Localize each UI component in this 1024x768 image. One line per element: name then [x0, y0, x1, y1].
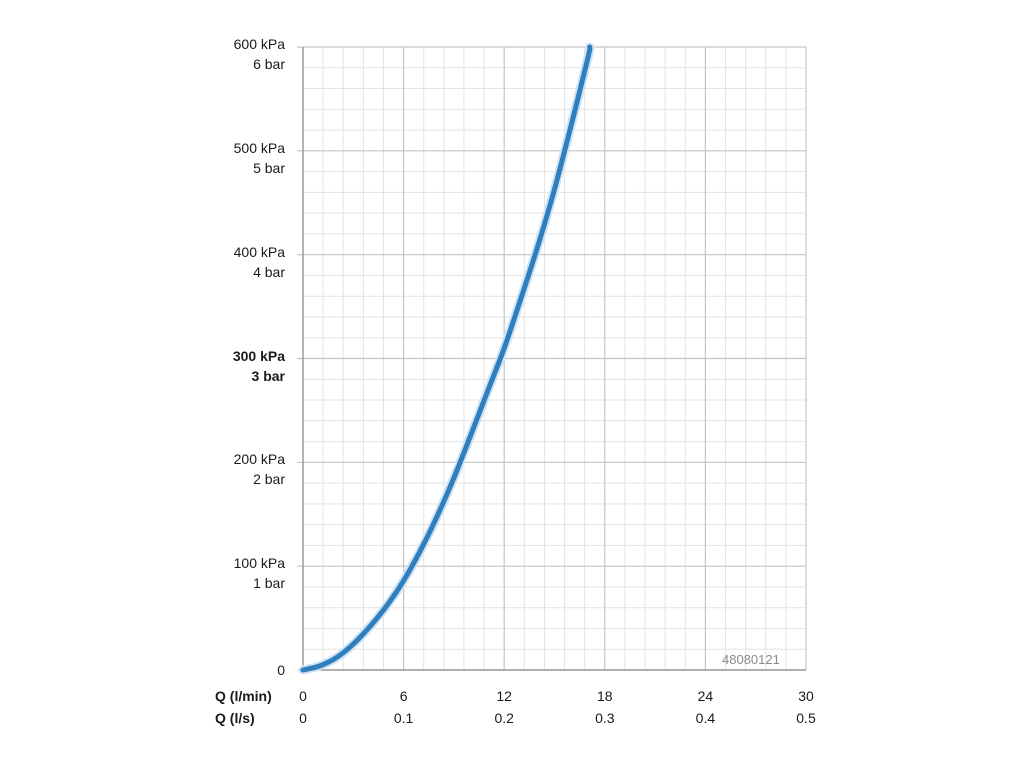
x-tick-label: 0.4	[695, 710, 716, 726]
x-tick-label: 0.3	[595, 710, 615, 726]
y-tick-label-line: 5 bar	[253, 159, 285, 176]
x-tick-label: 30	[798, 688, 814, 704]
x-tick-label: 24	[697, 688, 714, 704]
x-row-label: Q (l/min)	[215, 688, 272, 704]
x-tick-label: 0	[299, 688, 307, 704]
y-tick-label-line: 300 kPa	[232, 347, 285, 364]
major-grid	[297, 46, 807, 671]
y-tick-label: 400 kPa 4 bar	[195, 242, 285, 282]
x-tick-label: 0.5	[796, 710, 816, 726]
x-tick-label: 0	[299, 710, 307, 726]
y-tick-label-line: 0	[277, 662, 285, 678]
y-tick-label: 100 kPa 1 bar	[195, 553, 285, 593]
y-tick-label-line: 600 kPa	[233, 36, 285, 52]
chart-code-annotation: 48080121	[722, 652, 780, 667]
y-tick-label-line: 3 bar	[251, 367, 285, 384]
y-tick-label-line: 200 kPa	[233, 451, 285, 468]
x-tick-label: 6	[399, 688, 408, 704]
y-tick-label: 300 kPa 3 bar	[195, 346, 285, 386]
x-tick-label: 18	[597, 688, 613, 704]
x-tick-label: 12	[496, 688, 512, 704]
y-tick-label: 500 kPa 5 bar	[195, 138, 285, 178]
y-tick-label-line: 400 kPa	[233, 243, 285, 260]
series-group	[298, 42, 595, 675]
x-tick-label: 0.1	[393, 710, 414, 726]
y-tick-label-line: 500 kPa	[233, 139, 285, 156]
y-tick-label: 600 kPa 6 bar	[195, 34, 285, 74]
series-line	[300, 44, 593, 673]
x-row-label: Q (l/s)	[215, 710, 255, 726]
y-tick-label: 0	[195, 660, 285, 680]
y-tick-label-line: 100 kPa	[233, 555, 285, 572]
y-tick-label: 200 kPa 2 bar	[195, 449, 285, 489]
y-tick-label-line: 6 bar	[253, 56, 285, 72]
x-tick-label: 0.2	[494, 710, 514, 726]
y-tick-label-line: 1 bar	[253, 575, 285, 592]
y-tick-label-line: 4 bar	[253, 263, 285, 280]
y-tick-label-line: 2 bar	[253, 471, 285, 488]
